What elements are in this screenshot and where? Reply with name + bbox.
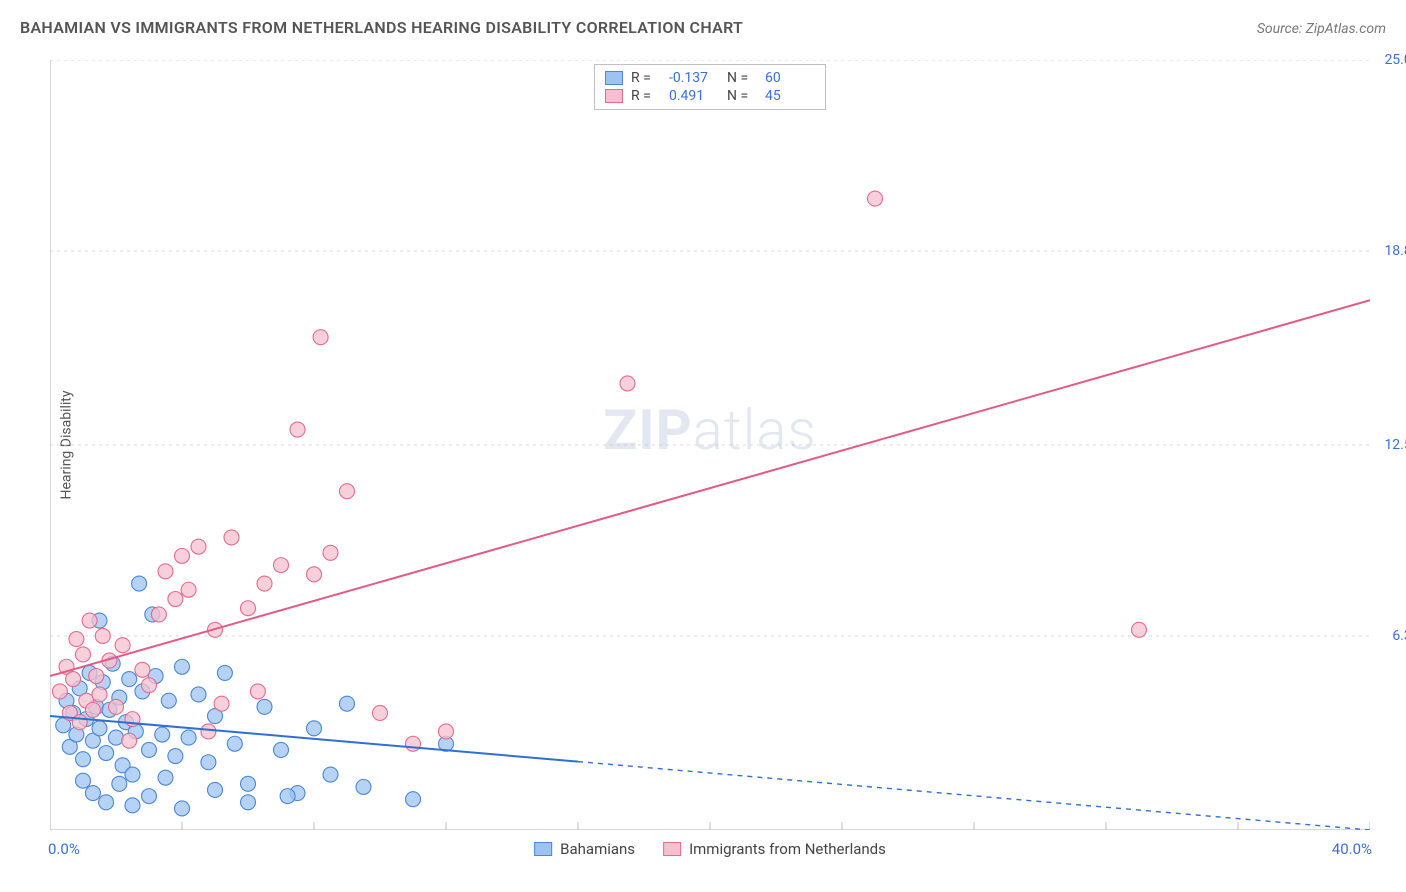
chart-title: BAHAMIAN VS IMMIGRANTS FROM NETHERLANDS … [20, 18, 743, 37]
stat-n-label: N = [727, 88, 757, 104]
stat-r-value: 0.491 [669, 88, 719, 104]
x-min-label: 0.0% [48, 840, 80, 858]
stat-r-label: R = [631, 88, 661, 104]
stats-legend: R = -0.137 N = 60 R = 0.491 N = 45 [594, 64, 826, 110]
stat-r-label: R = [631, 70, 661, 86]
scatter-plot [50, 60, 1370, 830]
source-attribution: Source: ZipAtlas.com [1257, 21, 1386, 37]
series-swatch-icon [605, 71, 623, 85]
stats-legend-row: R = 0.491 N = 45 [605, 87, 815, 105]
series-swatch-icon [534, 842, 552, 856]
stat-n-label: N = [727, 70, 757, 86]
series-swatch-icon [663, 842, 681, 856]
chart-container: Hearing Disability ZIPatlas R = -0.137 N… [50, 60, 1370, 830]
series-legend: Bahamians Immigrants from Netherlands [534, 840, 886, 858]
legend-item: Immigrants from Netherlands [663, 840, 886, 858]
y-tick-label: 6.3% [1392, 628, 1406, 644]
legend-item: Bahamians [534, 840, 635, 858]
stats-legend-row: R = -0.137 N = 60 [605, 69, 815, 87]
x-max-label: 40.0% [1332, 840, 1372, 858]
y-tick-label: 12.5% [1384, 437, 1406, 453]
legend-label: Immigrants from Netherlands [689, 840, 886, 858]
stat-n-value: 60 [765, 70, 815, 86]
stat-n-value: 45 [765, 88, 815, 104]
stat-r-value: -0.137 [669, 70, 719, 86]
y-tick-label: 18.8% [1384, 243, 1406, 259]
series-swatch-icon [605, 89, 623, 103]
legend-label: Bahamians [560, 840, 635, 858]
y-tick-label: 25.0% [1384, 52, 1406, 68]
